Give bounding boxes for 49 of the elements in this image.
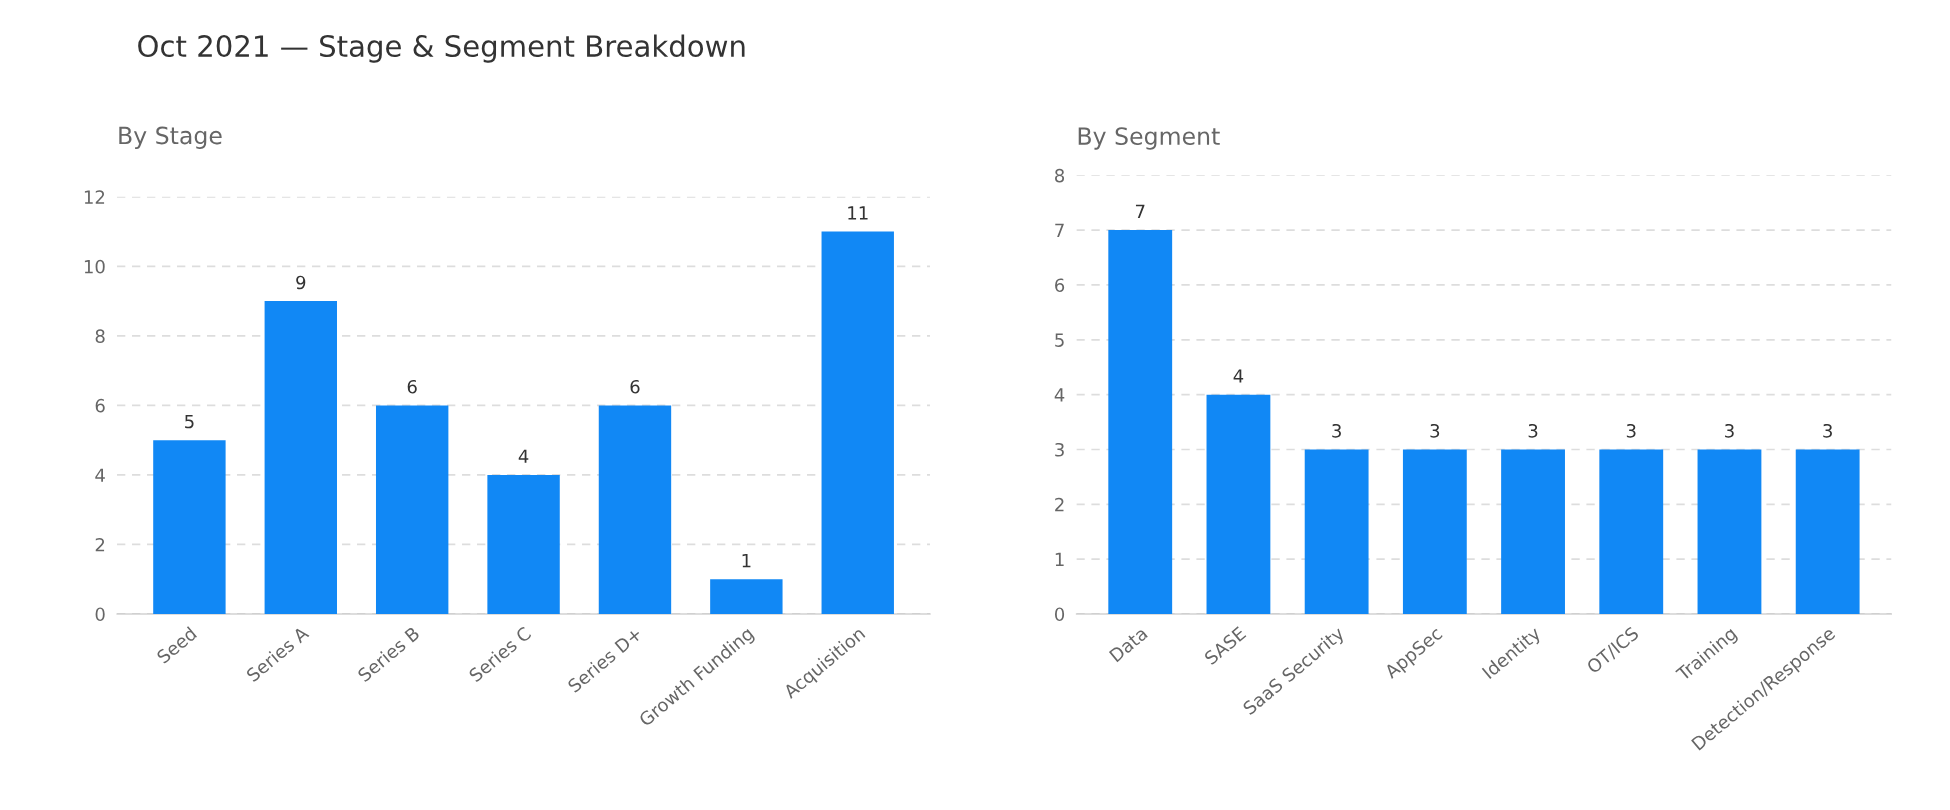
y-tick-label: 4 — [1054, 388, 1065, 402]
bar — [1402, 449, 1467, 614]
data-label: 3 — [1725, 423, 1734, 438]
bar — [1697, 449, 1762, 614]
y-tick-label: 6 — [95, 398, 105, 413]
y-tick-label: 8 — [1055, 168, 1065, 183]
data-label: 9 — [296, 275, 306, 290]
data-label: 5 — [185, 414, 194, 429]
data-label: 3 — [1823, 423, 1832, 438]
data-label: 11 — [848, 206, 868, 220]
data-label: 6 — [630, 379, 640, 394]
chart-title: By Stage — [119, 126, 222, 149]
y-tick-label: 6 — [1055, 278, 1065, 293]
bar — [1108, 230, 1173, 614]
bar — [487, 474, 560, 614]
y-tick-label: 0 — [1054, 607, 1065, 622]
data-label: 7 — [1135, 204, 1145, 219]
bar — [1599, 449, 1664, 614]
bar — [264, 301, 337, 614]
y-tick-label: 8 — [95, 329, 105, 343]
bar — [821, 231, 894, 614]
bar — [375, 405, 449, 614]
y-tick-label: 7 — [1055, 223, 1064, 237]
bar — [710, 579, 783, 614]
data-label: 6 — [407, 379, 417, 394]
y-tick-label: 2 — [95, 537, 105, 552]
y-tick-label: 0 — [95, 607, 105, 622]
data-label: 3 — [1528, 423, 1538, 438]
data-label: 3 — [1626, 423, 1636, 438]
bar — [1795, 449, 1860, 614]
data-label: 1 — [742, 553, 751, 568]
data-label: 4 — [1233, 369, 1244, 383]
bar — [598, 405, 672, 614]
y-tick-label: 4 — [95, 468, 105, 482]
chart-subtitle: Oct 2021 — Stage & Segment Breakdown — [138, 34, 745, 63]
data-label: 4 — [518, 449, 529, 463]
bar — [1206, 394, 1271, 614]
data-label: 3 — [1332, 423, 1341, 438]
bar — [1501, 449, 1565, 614]
y-tick-label: 5 — [1055, 333, 1064, 347]
y-tick-label: 1 — [1055, 552, 1064, 566]
bar — [153, 440, 226, 614]
bar — [1304, 449, 1369, 614]
y-tick-label: 10 — [84, 259, 105, 274]
chart-title: By Segment — [1078, 127, 1220, 150]
data-label: 3 — [1430, 423, 1440, 438]
y-tick-label: 12 — [84, 190, 105, 204]
y-tick-label: 2 — [1055, 497, 1064, 512]
y-tick-label: 3 — [1055, 442, 1064, 457]
